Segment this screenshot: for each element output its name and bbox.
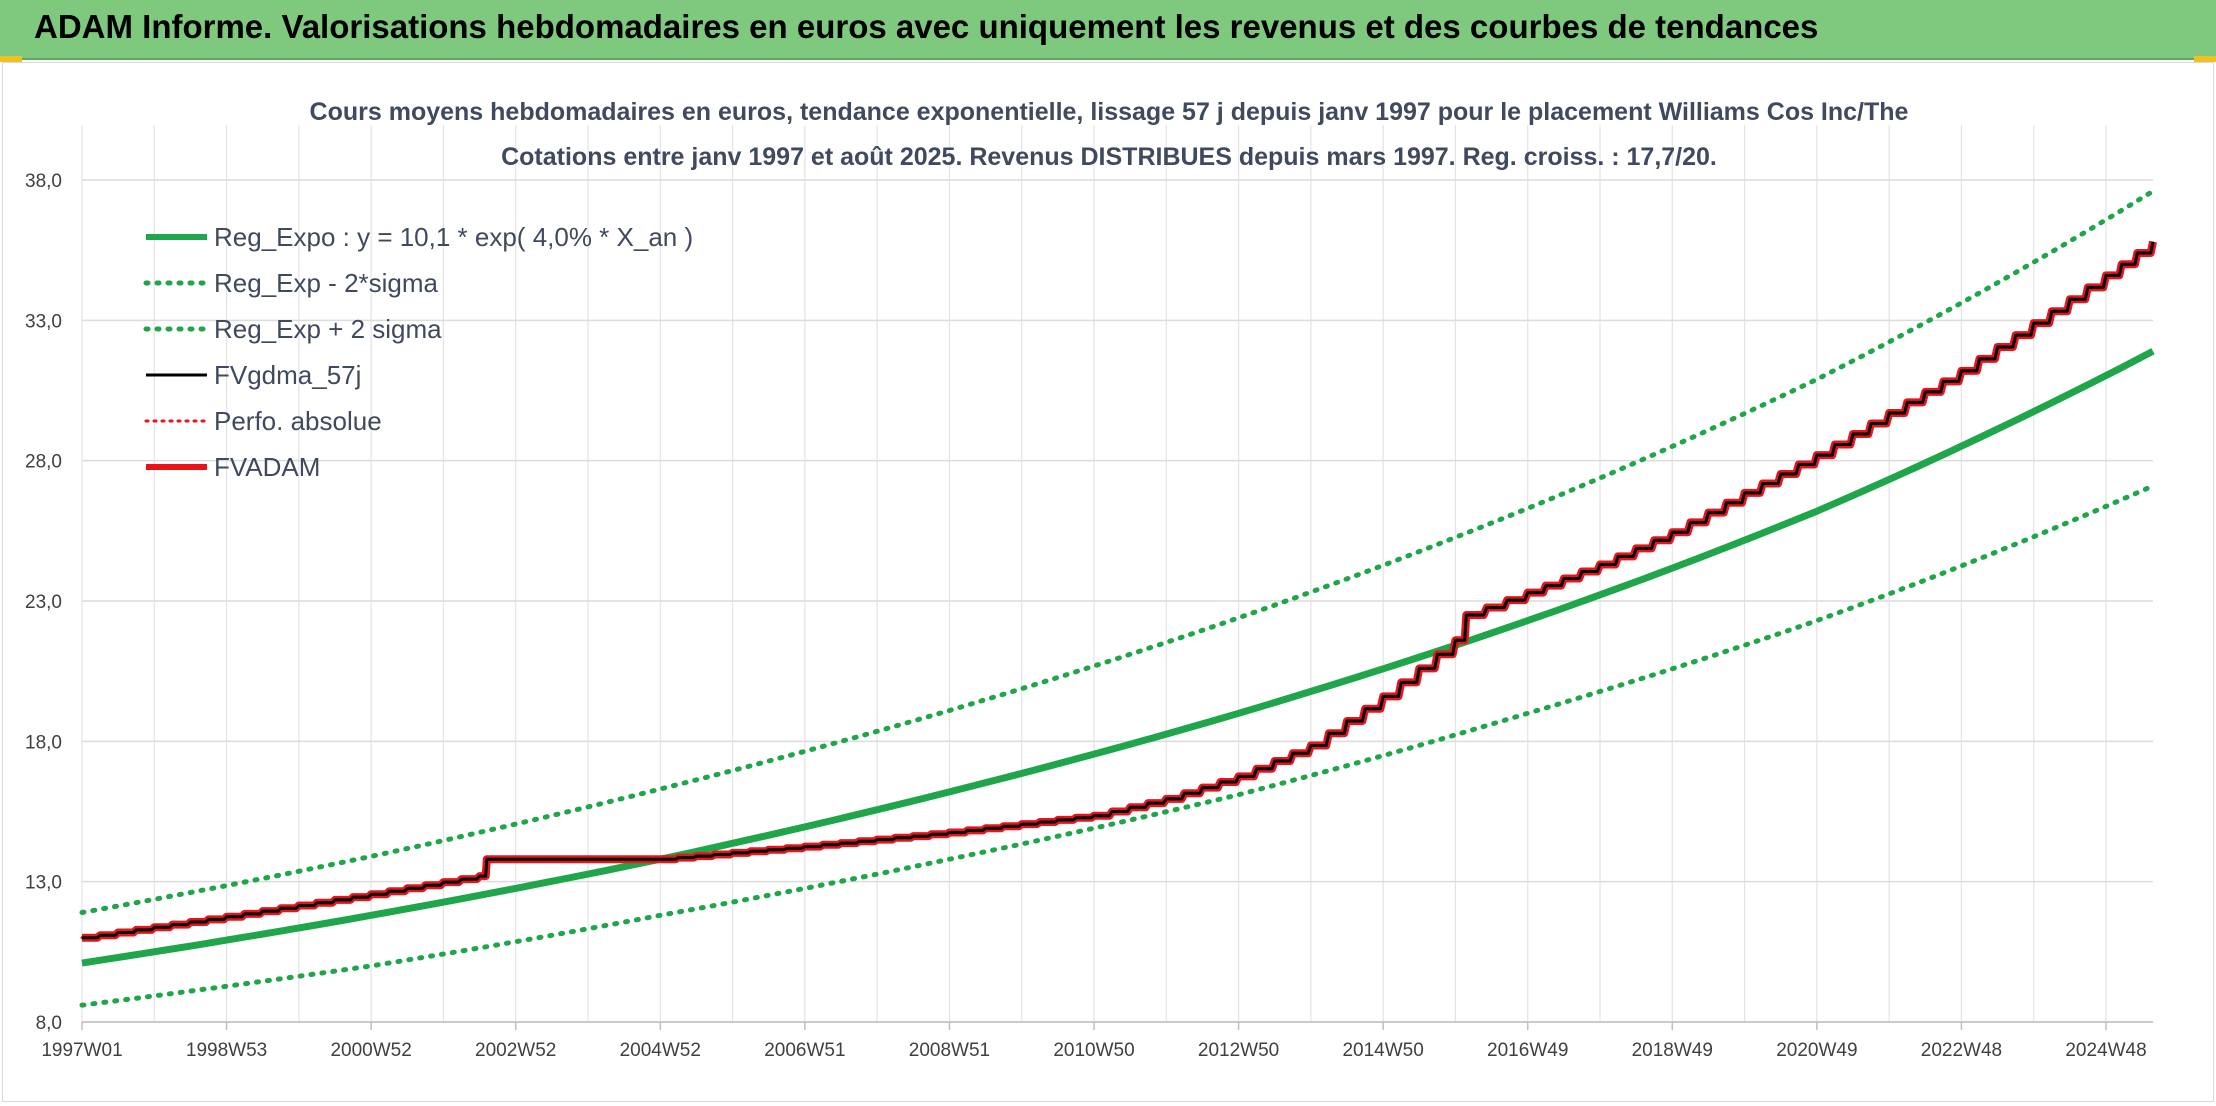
corner-marker-right	[2194, 56, 2216, 62]
corner-marker-left	[0, 56, 22, 62]
series-line-reg-exp-2-sigma	[79, 188, 2156, 915]
series	[79, 188, 2157, 1008]
y-tick-label: 23,0	[25, 592, 62, 613]
chart-title-line-2: Cotations entre janv 1997 et août 2025. …	[501, 143, 1717, 171]
legend-label: FVgdma_57j	[214, 360, 361, 390]
series-line-reg-exp-2-sigma	[79, 483, 2156, 1008]
x-tick-label: 1997W01	[41, 1040, 122, 1061]
series-line-fvadam	[82, 240, 2157, 942]
x-tick-label: 2014W50	[1342, 1040, 1423, 1061]
y-tick-label: 28,0	[25, 452, 62, 473]
y-tick-label: 38,0	[25, 171, 62, 192]
series-line-fvgdma-57j	[82, 241, 2155, 940]
x-tick-label: 2010W50	[1053, 1040, 1134, 1061]
x-tick-label: 2012W50	[1198, 1040, 1279, 1061]
y-tick-label: 13,0	[25, 873, 62, 894]
x-tick-label: 2024W48	[2065, 1040, 2146, 1061]
chart-title-line-1: Cours moyens hebdomadaires en euros, ten…	[310, 98, 1909, 126]
x-tick-label: 2016W49	[1487, 1040, 1568, 1061]
x-tick-label: 2000W52	[330, 1040, 411, 1061]
x-tick-label: 2002W52	[475, 1040, 556, 1061]
legend-label: Reg_Exp - 2*sigma	[214, 268, 439, 298]
report-banner: ADAM Informe. Valorisations hebdomadaire…	[0, 0, 2216, 60]
legend-label: Reg_Expo : y = 10,1 * exp( 4,0% * X_an )	[214, 222, 693, 252]
series-line-perfo-absolue	[80, 240, 2155, 940]
y-tick-label: 33,0	[25, 311, 62, 332]
x-tick-label: 2018W49	[1632, 1040, 1713, 1061]
y-tick-label: 8,0	[36, 1013, 62, 1034]
chart-title: Cours moyens hebdomadaires en euros, ten…	[310, 98, 1909, 171]
x-tick-label: 2008W51	[909, 1040, 990, 1061]
legend-label: FVADAM	[214, 452, 320, 482]
report-title: ADAM Informe. Valorisations hebdomadaire…	[34, 8, 1819, 45]
x-tick-label: 1998W53	[186, 1040, 267, 1061]
axes: 8,0 13,0 18,0 23,0 28,0 33,0 38,0 1997W01 1998W5…	[25, 171, 2153, 1061]
x-tick-label: 2004W52	[620, 1040, 701, 1061]
legend-label: Reg_Exp + 2 sigma	[214, 314, 442, 344]
legend: Reg_Expo : y = 10,1 * exp( 4,0% * X_an )…	[143, 222, 693, 482]
chart-frame	[2, 62, 2214, 1102]
x-tick-label: 2022W48	[1921, 1040, 2002, 1061]
legend-label: Perfo. absolue	[214, 406, 382, 436]
x-tick-label: 2006W51	[764, 1040, 845, 1061]
x-tick-label: 2020W49	[1776, 1040, 1857, 1061]
y-tick-label: 18,0	[25, 732, 62, 753]
series-line-reg-expo-y-10-1-exp-4-0-x-an	[81, 348, 2155, 967]
